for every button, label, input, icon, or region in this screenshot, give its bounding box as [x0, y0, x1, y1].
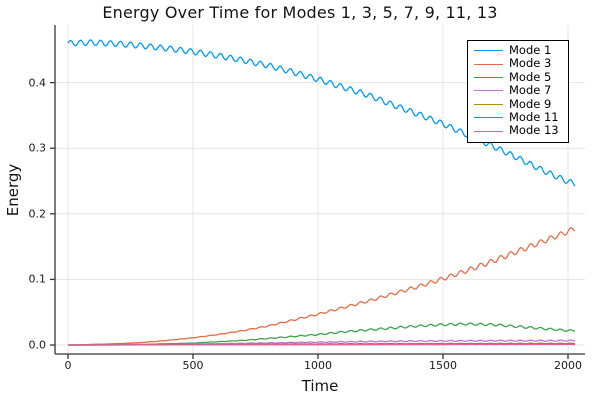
legend-label: Mode 9	[509, 96, 552, 111]
x-tick-label: 2000	[554, 359, 582, 372]
legend-label: Mode 11	[509, 109, 559, 124]
legend-label: Mode 1	[509, 42, 552, 57]
legend-line-swatch	[474, 117, 503, 119]
legend-line-swatch	[474, 76, 503, 78]
legend-item: Mode 11	[474, 111, 559, 124]
y-tick-label: 0.1	[28, 272, 47, 286]
legend-line-swatch	[474, 90, 503, 92]
legend-label: Mode 7	[509, 83, 552, 98]
legend: Mode 1 Mode 3 Mode 5 Mode 7 Mode 9 Mode 11 Mod…	[467, 40, 569, 143]
legend-label: Mode 13	[509, 123, 559, 138]
x-axis-label: Time	[301, 377, 339, 395]
legend-label: Mode 3	[509, 56, 552, 71]
y-tick-label: 0.3	[28, 141, 47, 155]
legend-item: Mode 9	[474, 98, 559, 111]
legend-line-swatch	[474, 50, 503, 52]
y-tick-label: 0.2	[28, 207, 47, 221]
legend-label: Mode 5	[509, 69, 552, 84]
x-tick-label: 1500	[429, 359, 457, 372]
legend-item: Mode 5	[474, 71, 559, 84]
legend-line-swatch	[474, 130, 503, 132]
series-line-mode-3	[68, 227, 576, 346]
legend-item: Mode 13	[474, 124, 559, 137]
y-tick-label: 0.4	[28, 76, 47, 90]
legend-line-swatch	[474, 63, 503, 65]
legend-item: Mode 3	[474, 57, 559, 70]
series-line-mode-13	[68, 343, 575, 346]
legend-item: Mode 1	[474, 44, 559, 57]
y-tick-label: 0.0	[28, 338, 47, 352]
legend-item: Mode 7	[474, 84, 559, 97]
legend-line-swatch	[474, 103, 503, 105]
chart-title: Energy Over Time for Modes 1, 3, 5, 7, 9…	[102, 3, 498, 22]
x-tick-label: 500	[182, 359, 204, 372]
x-tick-label: 1000	[304, 359, 332, 372]
x-tick-label: 0	[64, 359, 72, 372]
